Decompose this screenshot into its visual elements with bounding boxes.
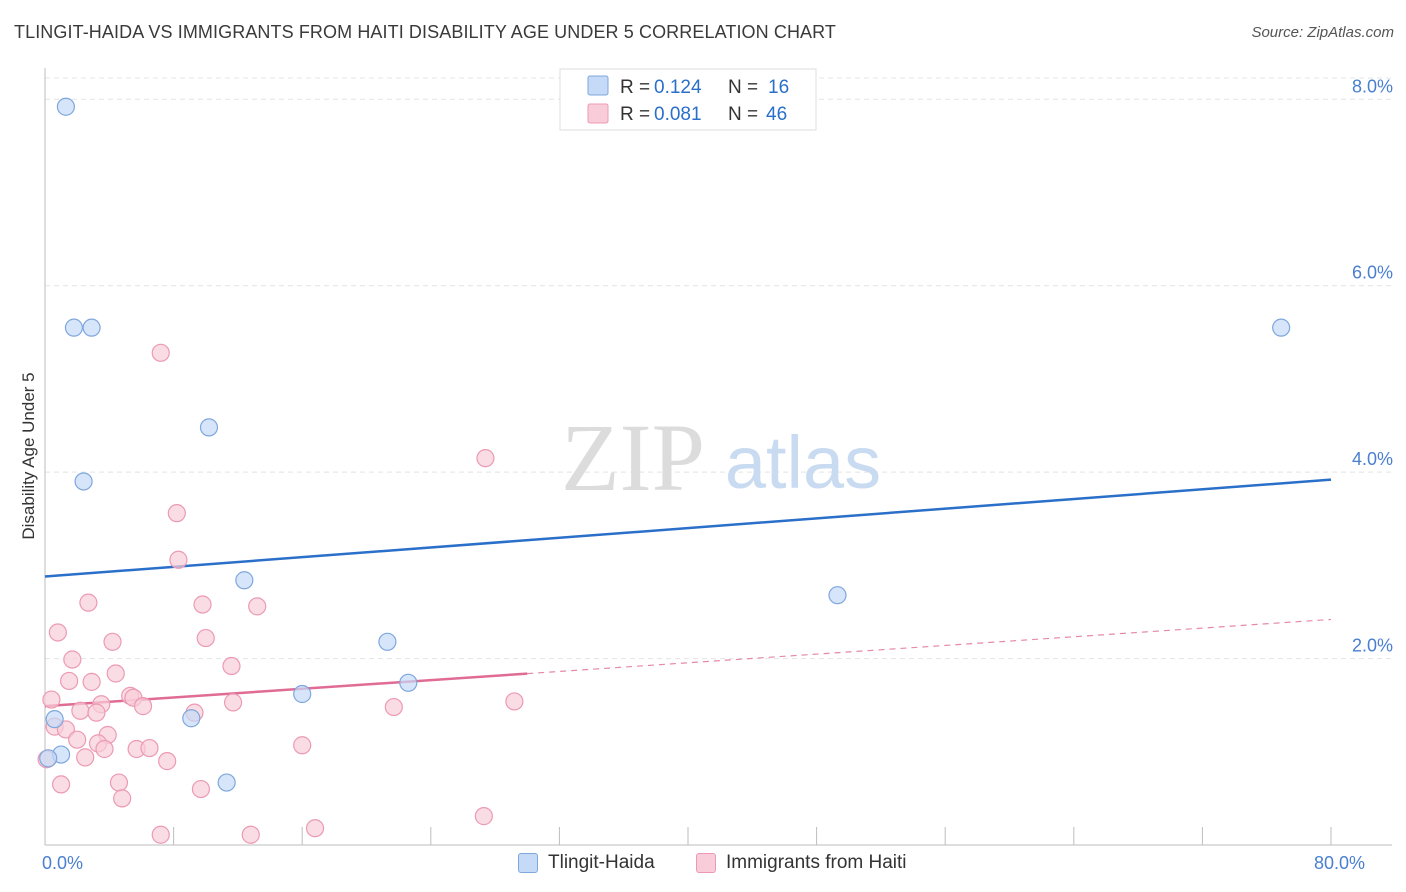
- legend-swatch-tlingit-bottom: [518, 853, 538, 873]
- haiti-point: [167, 504, 186, 523]
- tlingit-point: [82, 318, 101, 337]
- axes: [44, 68, 1392, 846]
- haiti-point: [151, 825, 170, 844]
- watermark: ZIP atlas: [561, 404, 881, 511]
- haiti-point: [151, 343, 170, 362]
- legend-item-haiti: Immigrants from Haiti: [696, 852, 907, 874]
- haiti-point: [191, 779, 211, 799]
- haiti-point: [384, 697, 403, 717]
- tlingit-point: [182, 709, 201, 728]
- haiti-point: [87, 703, 106, 722]
- legend-r-label-2: R =: [620, 104, 650, 125]
- tlingit-point: [217, 773, 236, 792]
- haiti-point: [241, 825, 260, 844]
- y-tick-label: 8.0%: [1352, 76, 1393, 96]
- haiti-point: [158, 752, 177, 771]
- data-points: [37, 97, 1291, 844]
- haiti-point: [103, 632, 122, 651]
- haiti-point: [109, 773, 129, 792]
- grid-lines: [45, 77, 1392, 660]
- tlingit-point: [199, 418, 219, 437]
- trend-line-haiti-extrapolated: [527, 618, 1332, 675]
- haiti-point: [79, 593, 98, 612]
- haiti-point: [193, 595, 212, 614]
- haiti-point: [474, 807, 493, 826]
- haiti-point: [51, 775, 71, 794]
- legend-n-value-1: 16: [768, 77, 789, 98]
- haiti-point: [42, 690, 61, 709]
- legend-label-haiti: Immigrants from Haiti: [726, 852, 907, 873]
- x-tick-label: 0.0%: [42, 853, 83, 873]
- haiti-point: [476, 449, 495, 468]
- legend-n-label-1: N =: [728, 77, 758, 98]
- legend-r-label-1: R =: [620, 77, 650, 98]
- y-axis-label: Disability Age Under 5: [19, 372, 38, 539]
- legend-r-value-2: 0.081: [654, 104, 702, 125]
- haiti-point: [196, 628, 215, 648]
- legend-n-label-2: N =: [728, 104, 758, 125]
- legend-r-value-1: 0.124: [654, 77, 702, 98]
- haiti-point: [76, 748, 95, 767]
- haiti-point: [248, 597, 267, 616]
- tlingit-point: [74, 472, 93, 491]
- haiti-point: [63, 650, 82, 669]
- haiti-point: [60, 671, 79, 691]
- legend-top: R = 0.124 N = 16 R = 0.081 N = 46: [559, 68, 817, 131]
- chart-source: Source: ZipAtlas.com: [1251, 24, 1394, 41]
- legend-swatch-tlingit: [587, 75, 609, 96]
- haiti-point: [48, 623, 67, 642]
- y-tick-label: 2.0%: [1352, 636, 1393, 656]
- haiti-point: [95, 739, 114, 759]
- tick-labels: 2.0% 4.0% 6.0% 8.0% 0.0% 80.0%: [42, 76, 1393, 873]
- chart-title: TLINGIT-HAIDA VS IMMIGRANTS FROM HAITI D…: [14, 22, 837, 42]
- haiti-point: [140, 738, 159, 758]
- tlingit-point: [64, 318, 84, 337]
- haiti-point: [169, 550, 188, 569]
- y-tick-label: 4.0%: [1352, 449, 1393, 469]
- haiti-point: [56, 720, 75, 739]
- tlingit-point: [293, 684, 312, 704]
- legend-n-value-2: 46: [766, 104, 787, 125]
- haiti-point: [106, 664, 125, 683]
- trend-line-tlingit: [44, 478, 1332, 578]
- tlingit-point: [378, 632, 397, 651]
- haiti-point: [223, 693, 243, 712]
- tlingit-point: [828, 586, 847, 605]
- haiti-point: [82, 672, 101, 691]
- tlingit-point: [399, 673, 418, 692]
- haiti-point: [222, 656, 241, 676]
- watermark-atlas: atlas: [725, 421, 881, 504]
- haiti-point: [71, 701, 90, 720]
- x-tick-label: 80.0%: [1314, 853, 1365, 873]
- y-tick-label: 6.0%: [1352, 263, 1393, 283]
- legend-swatch-haiti-bottom: [696, 853, 716, 873]
- watermark-zip: ZIP: [561, 404, 705, 511]
- haiti-point: [113, 789, 132, 808]
- tlingit-point: [56, 97, 75, 116]
- haiti-point: [305, 819, 325, 838]
- tlingit-point: [1272, 318, 1291, 337]
- legend-swatch-haiti: [587, 103, 609, 124]
- haiti-point: [505, 692, 524, 711]
- tlingit-point: [235, 571, 254, 590]
- legend-label-tlingit: Tlingit-Haida: [548, 852, 655, 873]
- tlingit-point: [39, 749, 58, 768]
- legend-bottom: Tlingit-Haida Immigrants from Haiti: [0, 850, 1406, 880]
- tlingit-point: [45, 710, 64, 729]
- legend-item-tlingit: Tlingit-Haida: [518, 852, 655, 874]
- haiti-point: [293, 736, 312, 755]
- haiti-point: [68, 730, 87, 749]
- haiti-point: [133, 697, 153, 716]
